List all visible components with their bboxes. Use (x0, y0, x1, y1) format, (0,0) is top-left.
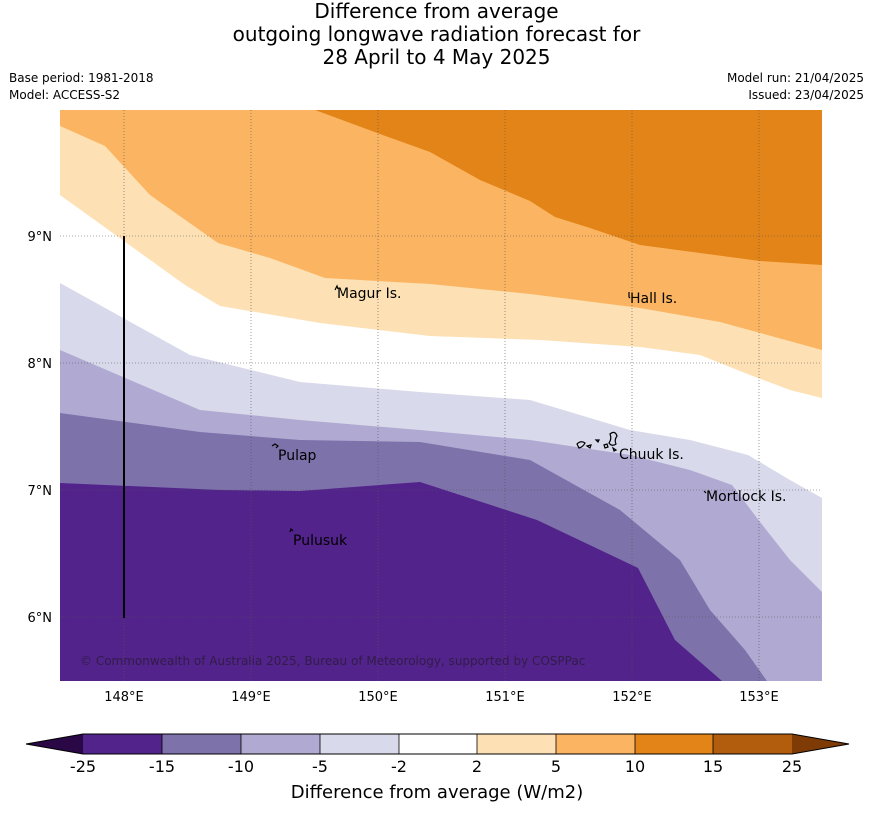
colorbar-segment (320, 734, 399, 754)
model-run-text: Model run: 21/04/2025 (726, 71, 864, 85)
colorbar-segment (399, 734, 477, 754)
lon-label: 150°E (358, 690, 398, 705)
hall-island-shape (628, 292, 631, 299)
colorbar-high-extension (792, 734, 849, 754)
issued-text: Issued: 23/04/2025 (748, 88, 864, 102)
map-title: Difference from average outgoing longwav… (0, 0, 873, 69)
colorbar-segment (477, 734, 556, 754)
place-label-mortlock: Mortlock Is. (706, 489, 786, 505)
colorbar-segment (83, 734, 162, 754)
colorbar-segment (241, 734, 320, 754)
lon-label: 151°E (485, 690, 525, 705)
model-text: Model: ACCESS-S2 (9, 88, 121, 102)
colorbar-tick: 5 (551, 757, 561, 776)
colorbar-tick: -2 (391, 757, 407, 776)
anomaly-map (60, 110, 822, 681)
lon-label: 148°E (104, 690, 144, 705)
colorbar-tick: 25 (782, 757, 802, 776)
chuuk-islands-shape (576, 431, 618, 452)
lon-label: 152°E (612, 690, 652, 705)
metadata-left: Base period: 1981-2018 Model: ACCESS-S2 (9, 70, 154, 104)
longitude-labels: 148°E 149°E 150°E 151°E 152°E 153°E (104, 690, 779, 705)
place-label-pulusuk: Pulusuk (293, 533, 348, 549)
band-plus-10-to-15 (315, 110, 822, 265)
colorbar-tick: 15 (703, 757, 723, 776)
metadata-right: Model run: 21/04/2025 Issued: 23/04/2025 (727, 70, 864, 104)
colorbar-tick: -15 (149, 757, 175, 776)
lon-label: 153°E (739, 690, 779, 705)
colorbar-tick: -25 (70, 757, 96, 776)
lat-label: 7°N (28, 484, 53, 499)
colorbar-segment (635, 734, 713, 754)
colorbar-tick: 2 (472, 757, 482, 776)
magur-island-shape (334, 284, 339, 291)
colorbar-label: Difference from average (W/m2) (291, 782, 583, 803)
mortlock-island-shape (703, 490, 707, 494)
colorbar-tick: -10 (228, 757, 254, 776)
copyright-notice: © Commonwealth of Australia 2025, Bureau… (80, 654, 585, 668)
colorbar-tick: -5 (312, 757, 328, 776)
colorbar: -25 -15 -10 -5 -2 2 5 10 15 25 Differenc… (25, 733, 850, 803)
place-label-magur: Magur Is. (337, 286, 402, 302)
colorbar-tick: 10 (625, 757, 645, 776)
lat-label: 6°N (28, 611, 53, 626)
latitude-labels: 9°N 8°N 7°N 6°N (28, 230, 53, 626)
lat-label: 8°N (28, 357, 53, 372)
title-line-1: Difference from average (314, 0, 559, 23)
place-label-hall: Hall Is. (630, 291, 677, 307)
title-line-2: outgoing longwave radiation forecast for (232, 22, 641, 46)
place-labels: Magur Is. Hall Is. Pulap Chuuk Is. Mortl… (278, 286, 786, 549)
base-period-text: Base period: 1981-2018 (9, 71, 154, 85)
colorbar-low-extension (26, 734, 83, 754)
place-label-chuuk: Chuuk Is. (619, 447, 684, 463)
colorbar-segment (162, 734, 241, 754)
lon-label: 149°E (231, 690, 271, 705)
pulusuk-island-shape (289, 527, 294, 533)
colorbar-tick-labels: -25 -15 -10 -5 -2 2 5 10 15 25 (70, 757, 802, 776)
colorbar-segment (556, 734, 635, 754)
pulap-island-shape (271, 443, 279, 449)
title-line-3: 28 April to 4 May 2025 (322, 45, 551, 69)
colorbar-outline (25, 733, 850, 755)
place-label-pulap: Pulap (278, 448, 317, 464)
lat-label: 9°N (28, 230, 53, 245)
islands (271, 284, 707, 533)
colorbar-segment (713, 734, 792, 754)
